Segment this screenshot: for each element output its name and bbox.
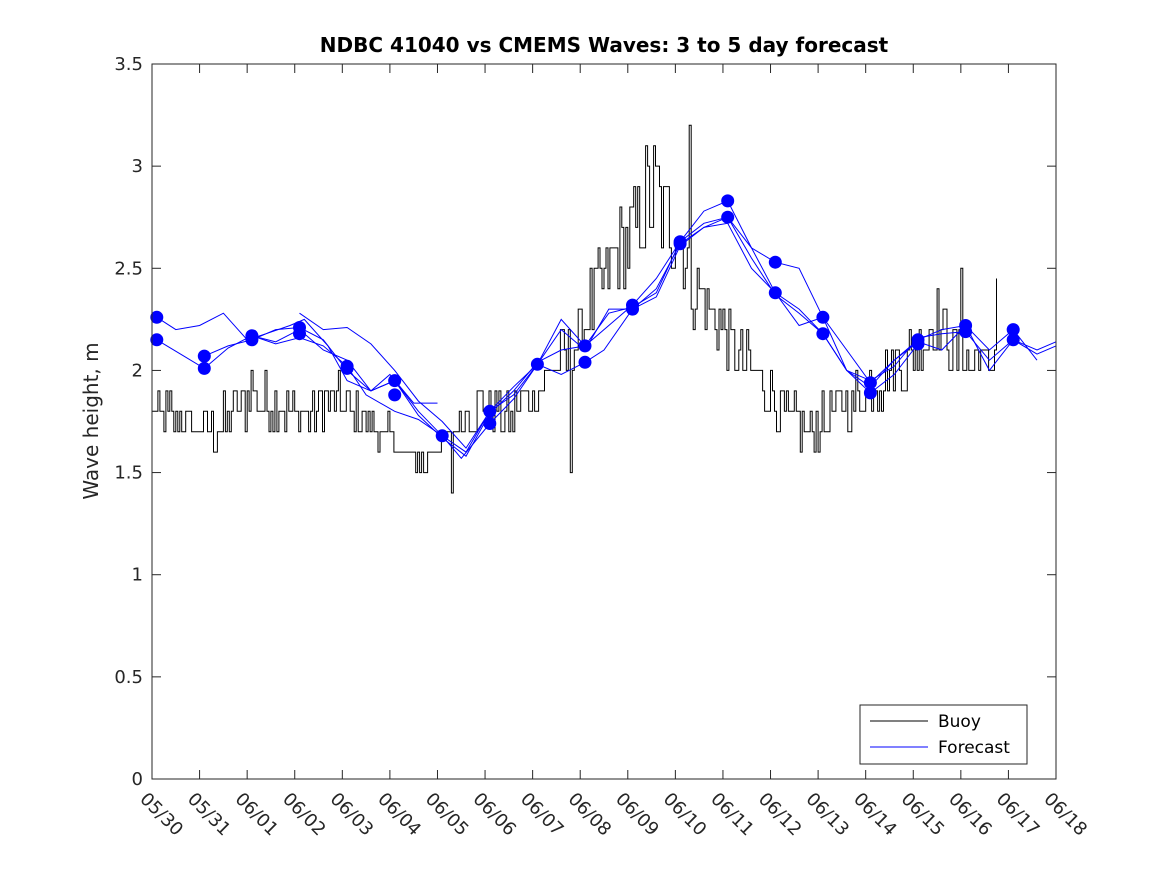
y-tick-label: 2.5 bbox=[114, 258, 143, 279]
y-tick-label: 3.5 bbox=[114, 54, 143, 75]
forecast-marker bbox=[150, 310, 164, 324]
forecast-marker bbox=[1006, 323, 1020, 337]
y-tick-label: 2 bbox=[132, 360, 143, 381]
buoy-series bbox=[152, 124, 997, 494]
forecast-marker bbox=[816, 327, 830, 341]
legend: Buoy Forecast bbox=[859, 704, 1028, 765]
y-tick-label: 1.5 bbox=[114, 463, 143, 484]
forecast-marker bbox=[721, 194, 735, 208]
plot-area bbox=[152, 64, 1056, 779]
chart-title: NDBC 41040 vs CMEMS Waves: 3 to 5 day fo… bbox=[320, 33, 889, 57]
forecast-marker bbox=[816, 310, 830, 324]
forecast-marker bbox=[293, 327, 306, 341]
forecast-marker bbox=[768, 255, 782, 269]
forecast-marker bbox=[388, 388, 402, 402]
y-tick-label: 1 bbox=[132, 565, 143, 586]
forecast-marker bbox=[340, 361, 354, 375]
y-tick-label: 0.5 bbox=[114, 667, 143, 688]
forecast-marker bbox=[435, 429, 449, 443]
y-tick-label: 0 bbox=[132, 769, 143, 790]
axes bbox=[151, 63, 1057, 780]
forecast-marker bbox=[578, 355, 592, 369]
forecast-marker bbox=[150, 333, 164, 347]
forecast-marker bbox=[863, 386, 877, 400]
forecast-marker bbox=[1006, 333, 1020, 347]
forecast-marker bbox=[959, 325, 973, 339]
y-ticks: 0 0.5 1 1.5 2 2.5 3 3.5 bbox=[114, 54, 1056, 790]
forecast-marker bbox=[197, 349, 211, 363]
forecast-marker bbox=[721, 210, 735, 224]
forecast-marker bbox=[578, 339, 592, 353]
forecast-marker bbox=[673, 237, 687, 251]
forecast-marker bbox=[863, 376, 877, 390]
buoy-line bbox=[152, 124, 997, 494]
forecast-line-4 bbox=[251, 216, 1057, 457]
forecast-marker bbox=[530, 357, 544, 371]
forecast-marker bbox=[911, 337, 925, 351]
forecast-marker bbox=[483, 404, 497, 418]
forecast-marker bbox=[768, 286, 782, 300]
legend-buoy-label: Buoy bbox=[938, 712, 981, 732]
forecast-marker bbox=[626, 302, 639, 316]
forecast-marker bbox=[197, 361, 211, 375]
axes-box bbox=[151, 63, 1057, 780]
forecast-marker bbox=[388, 374, 402, 388]
forecast-markers bbox=[150, 194, 1020, 443]
y-tick-label: 3 bbox=[132, 156, 143, 177]
forecast-marker bbox=[245, 333, 259, 347]
y-axis-label: Wave height, m bbox=[79, 342, 103, 499]
forecast-marker bbox=[483, 417, 497, 430]
legend-box bbox=[859, 704, 1028, 765]
legend-forecast-label: Forecast bbox=[938, 738, 1010, 758]
